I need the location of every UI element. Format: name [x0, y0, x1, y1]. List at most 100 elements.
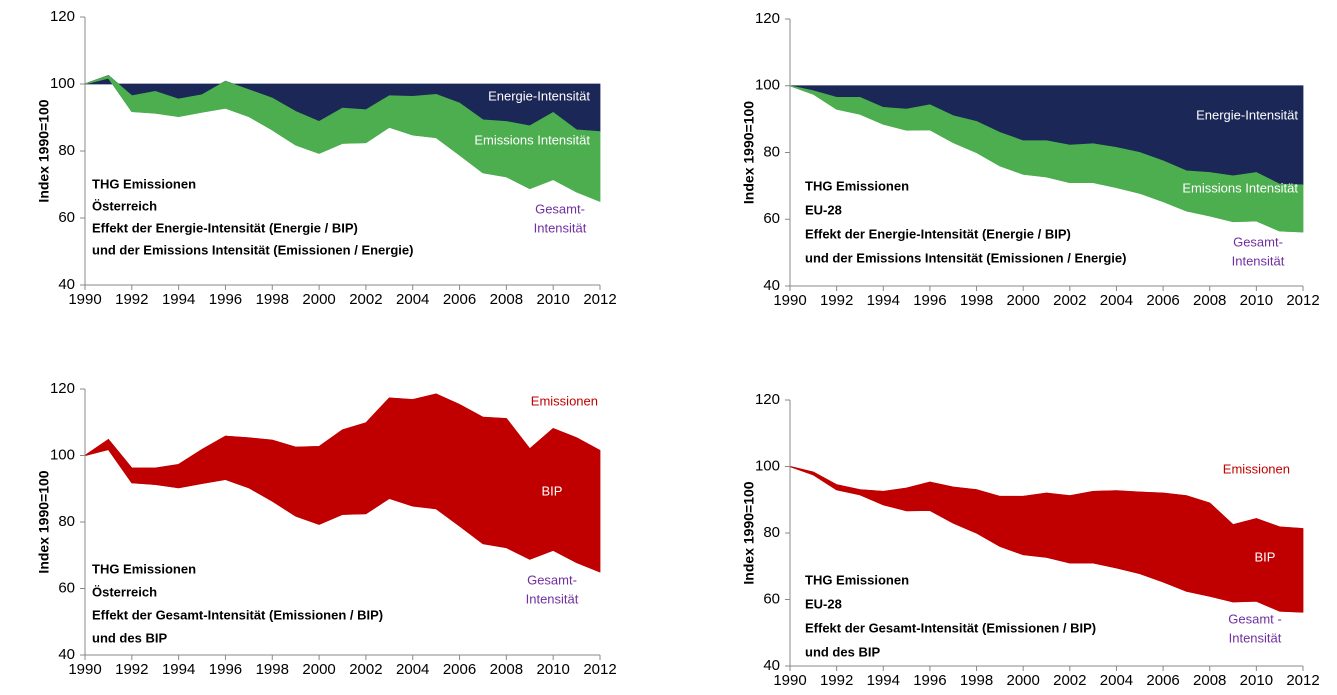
annotation: THG Emissionen — [805, 178, 909, 193]
x-tick-label: 1998 — [256, 661, 289, 678]
x-tick-label: 2012 — [1286, 292, 1319, 309]
series-line — [789, 466, 1304, 613]
label: Gesamt - — [1228, 611, 1281, 626]
y-tick-label: 60 — [763, 590, 780, 607]
annotation: THG Emissionen — [92, 561, 196, 576]
annotation: Effekt der Energie-Intensität (Energie /… — [805, 226, 1071, 241]
x-tick-label: 1990 — [773, 292, 806, 309]
x-tick-label: 2010 — [1240, 292, 1273, 309]
series-label: BIP — [542, 483, 563, 498]
x-tick-label: 1992 — [820, 292, 853, 309]
x-tick-label: 2000 — [1006, 292, 1039, 309]
y-tick-label: 40 — [58, 646, 75, 663]
series-label: Energie-Intensität — [1196, 107, 1298, 122]
y-axis-title: Index 1990=100 — [741, 481, 757, 584]
x-tick-label: 2004 — [1100, 292, 1133, 309]
label: Gesamt- — [527, 572, 577, 587]
series-line — [84, 77, 601, 202]
series-line — [84, 448, 601, 573]
series-label: Emissions Intensität — [1182, 180, 1298, 195]
x-tick-label: 2004 — [396, 661, 429, 678]
chart: 40 60 80 100 120 1990 1992 1994 1996 1998 2000 2002… — [36, 8, 617, 308]
x-tick-label: 1992 — [115, 291, 148, 308]
x-tick-label: 1994 — [867, 292, 900, 309]
x-tick-label: 2006 — [443, 661, 476, 678]
chart: 40 60 80 100 120 1990 1992 1994 1996 1998 2000 2002… — [36, 380, 617, 678]
x-tick-label: 1990 — [773, 672, 806, 689]
x-tick-label: 1994 — [162, 661, 195, 678]
series-label: Emissionen — [531, 393, 598, 408]
series-label: Energie-Intensität — [488, 88, 590, 103]
x-tick-label: 2008 — [490, 291, 523, 308]
series-label: BIP — [1255, 549, 1276, 564]
y-tick-label: 100 — [755, 457, 780, 474]
x-tick-label: 2000 — [302, 291, 335, 308]
annotation: THG Emissionen — [805, 572, 909, 587]
x-tick-label: 1990 — [68, 661, 101, 678]
x-tick-label: 2002 — [349, 661, 382, 678]
y-tick-label: 120 — [755, 10, 780, 27]
x-tick-label: 2008 — [490, 661, 523, 678]
annotation: und des BIP — [805, 644, 880, 659]
x-tick-label: 2012 — [1286, 672, 1319, 689]
y-axis-title: Index 1990=100 — [36, 99, 52, 202]
x-tick-label: 1994 — [867, 672, 900, 689]
x-tick-label: 2008 — [1193, 672, 1226, 689]
y-tick-label: 100 — [50, 75, 75, 92]
label: Gesamt- — [1233, 234, 1283, 249]
x-tick-label: 1996 — [913, 292, 946, 309]
y-tick-label: 80 — [58, 513, 75, 530]
y-axis-title: Index 1990=100 — [36, 470, 52, 573]
y-tick-label: 120 — [50, 380, 75, 397]
y-tick-label: 100 — [50, 446, 75, 463]
x-tick-label: 1996 — [209, 291, 242, 308]
y-tick-label: 40 — [763, 657, 780, 674]
label: Intensität — [534, 220, 587, 235]
x-tick-label: 1992 — [115, 661, 148, 678]
y-tick-label: 60 — [58, 209, 75, 226]
x-tick-label: 2008 — [1193, 292, 1226, 309]
x-tick-label: 2002 — [1053, 292, 1086, 309]
x-tick-label: 2004 — [396, 291, 429, 308]
series-label: Emissionen — [1223, 461, 1290, 476]
x-tick-label: 2006 — [443, 291, 476, 308]
y-tick-label: 80 — [58, 142, 75, 159]
chart: 40 60 80 100 120 1990 1992 1994 1996 1998 2000 2002… — [741, 391, 1320, 689]
label: Intensität — [1229, 630, 1282, 645]
x-tick-label: 2006 — [1146, 292, 1179, 309]
annotation: und der Emissions Intensität (Emissionen… — [805, 250, 1126, 265]
x-tick-label: 1998 — [960, 672, 993, 689]
x-tick-label: 2006 — [1146, 672, 1179, 689]
x-tick-label: 2000 — [1006, 672, 1039, 689]
y-tick-label: 40 — [763, 277, 780, 294]
x-tick-label: 1994 — [162, 291, 195, 308]
annotation: Effekt der Gesamt-Intensität (Emissionen… — [805, 620, 1096, 635]
annotation: THG Emissionen — [92, 176, 196, 191]
series-line — [789, 85, 1304, 233]
band-area — [789, 466, 1304, 613]
y-tick-label: 40 — [58, 276, 75, 293]
x-tick-label: 2012 — [583, 661, 616, 678]
x-tick-label: 1996 — [209, 661, 242, 678]
annotation: Österreich — [92, 584, 157, 599]
label: Gesamt- — [535, 201, 585, 216]
y-tick-label: 60 — [763, 210, 780, 227]
x-tick-label: 2010 — [536, 291, 569, 308]
label: Intensität — [1232, 253, 1285, 268]
y-tick-label: 80 — [763, 524, 780, 541]
x-tick-label: 2000 — [302, 661, 335, 678]
chart: 40 60 80 100 120 1990 1992 1994 1996 1998 2000 2002… — [741, 10, 1320, 309]
label: Intensität — [526, 591, 579, 606]
x-tick-label: 1990 — [68, 291, 101, 308]
annotation: und der Emissions Intensität (Emissionen… — [92, 242, 413, 257]
y-tick-label: 120 — [755, 391, 780, 408]
y-tick-label: 60 — [58, 579, 75, 596]
annotation: EU-28 — [805, 202, 842, 217]
band-area — [84, 393, 601, 573]
series-label: Emissions Intensität — [474, 132, 590, 147]
annotation: EU-28 — [805, 596, 842, 611]
annotation: Effekt der Energie-Intensität (Energie /… — [92, 220, 358, 235]
x-tick-label: 1998 — [960, 292, 993, 309]
x-tick-label: 1998 — [256, 291, 289, 308]
